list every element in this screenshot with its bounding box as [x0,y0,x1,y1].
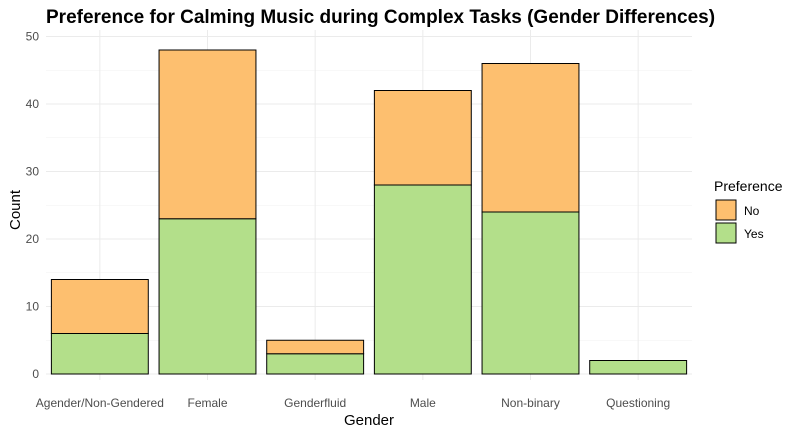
y-tick-label: 50 [26,30,40,44]
bar-no [373,90,472,186]
x-tick-label: Agender/Non-Gendered [36,396,164,410]
x-tick-label: Female [187,396,227,410]
bar-yes [50,333,149,375]
legend-items: No Yes [715,199,764,244]
y-tick-label: 0 [32,367,39,381]
x-tick-label: Male [410,396,436,410]
bar-no [50,279,149,334]
bars [50,49,688,375]
y-axis-ticks: 0 10 20 30 40 50 [26,30,40,382]
bar-no [481,63,580,213]
x-tick-label: Genderfluid [284,396,346,410]
x-tick-label: Non-binary [501,396,560,410]
x-axis-title: Gender [344,412,394,429]
legend: Preference No Yes [714,178,783,244]
y-axis-title: Count [7,189,24,230]
bar-yes [481,211,580,375]
legend-swatch-no [715,199,737,221]
x-axis-ticks: Agender/Non-Gendered Female Genderfluid Mal… [36,396,670,410]
bar-yes [589,360,688,375]
bar-no [158,49,257,220]
legend-title: Preference [714,178,783,194]
y-tick-label: 20 [26,232,40,246]
y-tick-label: 30 [26,165,40,179]
bar-yes [373,184,472,375]
x-tick-label: Questioning [606,396,670,410]
legend-label-no: No [744,204,760,218]
y-tick-label: 10 [26,300,40,314]
y-tick-label: 40 [26,97,40,111]
bar-yes [266,353,365,375]
bar-yes [158,218,257,375]
bar-no [266,339,365,355]
legend-swatch-yes [715,222,737,244]
legend-label-yes: Yes [744,227,764,241]
chart-title: Preference for Calming Music during Comp… [46,7,715,28]
